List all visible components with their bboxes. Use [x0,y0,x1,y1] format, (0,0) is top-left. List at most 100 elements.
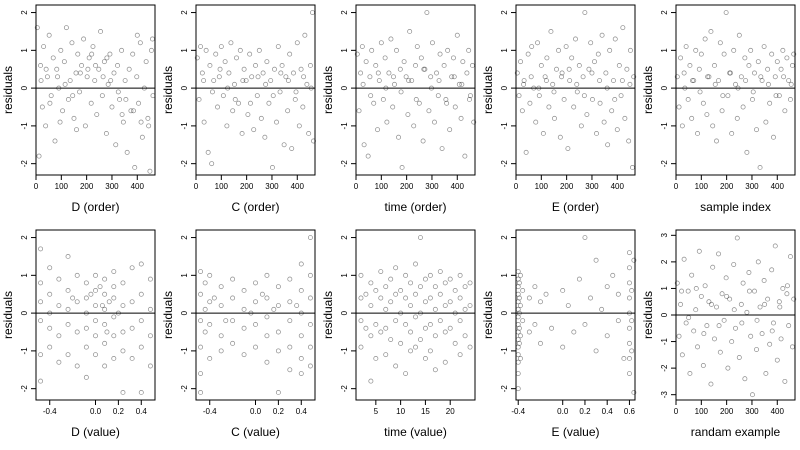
scatter-panel: 0 100 200 300 400 -3 -2 -1 0 1 2 3 randam example res… [640,225,800,450]
data-point [302,32,308,38]
data-point [452,310,458,316]
data-point [264,295,270,301]
data-point [452,340,458,346]
data-point [719,108,725,114]
data-point [430,40,435,46]
data-point [682,85,688,91]
data-point [124,149,130,155]
data-point [111,333,117,339]
data-point [304,81,310,87]
x-tick-label: 300 [585,182,599,191]
data-point [92,78,98,84]
data-point [81,36,87,42]
x-tick-label: 200 [720,182,734,191]
data-point [38,299,44,305]
scatter-plot: 0 100 200 300 400 -3 -2 -1 0 1 2 3 randam example res… [641,229,797,439]
data-point [519,108,525,114]
data-point [54,66,60,72]
data-point [582,10,588,16]
data-point [218,44,224,50]
data-point [780,285,786,291]
data-point [515,306,521,312]
data-point [693,307,699,313]
data-point [47,325,53,331]
data-point [368,333,374,339]
data-point [413,96,419,102]
data-point [275,389,281,395]
data-point [695,130,700,136]
data-point [471,119,477,125]
data-point [605,142,611,148]
data-point [784,283,790,289]
data-point [373,287,379,293]
data-point [462,306,468,312]
data-point [298,66,304,72]
data-point [120,329,126,335]
data-point [447,325,453,331]
data-point [529,44,535,50]
data-point [543,291,549,297]
x-tick-label: 100 [55,182,69,191]
data-point [43,123,49,129]
data-point [773,93,779,99]
y-tick-label: -2 [500,160,509,168]
data-point [272,66,277,72]
data-point [432,306,438,312]
data-point [255,74,261,80]
x-tick-label: 100 [375,182,389,191]
data-point [281,142,287,148]
y-tick-label: 0 [20,310,29,315]
data-point [270,93,276,99]
data-point [113,142,119,148]
y-axis-label: residuals [481,291,495,339]
x-tick-label: 0.4 [602,407,614,416]
data-point [428,74,434,80]
data-point [422,299,428,305]
data-point [777,304,783,310]
x-tick-label: 0 [34,182,39,191]
data-point [462,284,468,290]
data-point [626,295,632,301]
data-point [590,96,595,102]
data-point [251,127,257,133]
data-point [752,70,757,76]
data-point [220,93,226,99]
data-point [784,55,790,61]
data-point [778,336,784,342]
data-point [256,47,262,53]
data-point [733,325,738,331]
data-point [536,93,542,99]
x-tick-label: 400 [291,182,305,191]
data-point [307,62,313,68]
data-point [211,78,217,84]
data-point [627,81,633,87]
data-point [621,355,627,361]
data-point [567,78,573,84]
data-point [119,112,125,118]
data-point [228,40,234,46]
data-point [708,28,714,34]
data-point [516,93,522,99]
data-point [615,291,621,297]
data-point [103,130,109,136]
data-point [734,115,740,121]
data-point [427,272,433,278]
data-point [716,251,721,257]
x-tick-label: 100 [535,182,549,191]
data-point [123,96,129,102]
data-point [451,74,457,80]
data-point [34,25,40,31]
data-point [264,272,270,278]
data-point [456,81,462,87]
data-point [285,108,291,114]
data-point [198,344,204,350]
data-point [618,93,624,99]
data-point [393,265,399,271]
data-point [129,299,135,305]
data-point [761,278,767,283]
scatter-panel: -0.4 0.0 0.2 0.4 -2 -1 0 1 2 C (value) residuals [160,225,320,450]
data-point [65,253,71,259]
data-point [409,78,415,84]
data-point [289,146,295,152]
x-tick-label: 400 [611,182,625,191]
